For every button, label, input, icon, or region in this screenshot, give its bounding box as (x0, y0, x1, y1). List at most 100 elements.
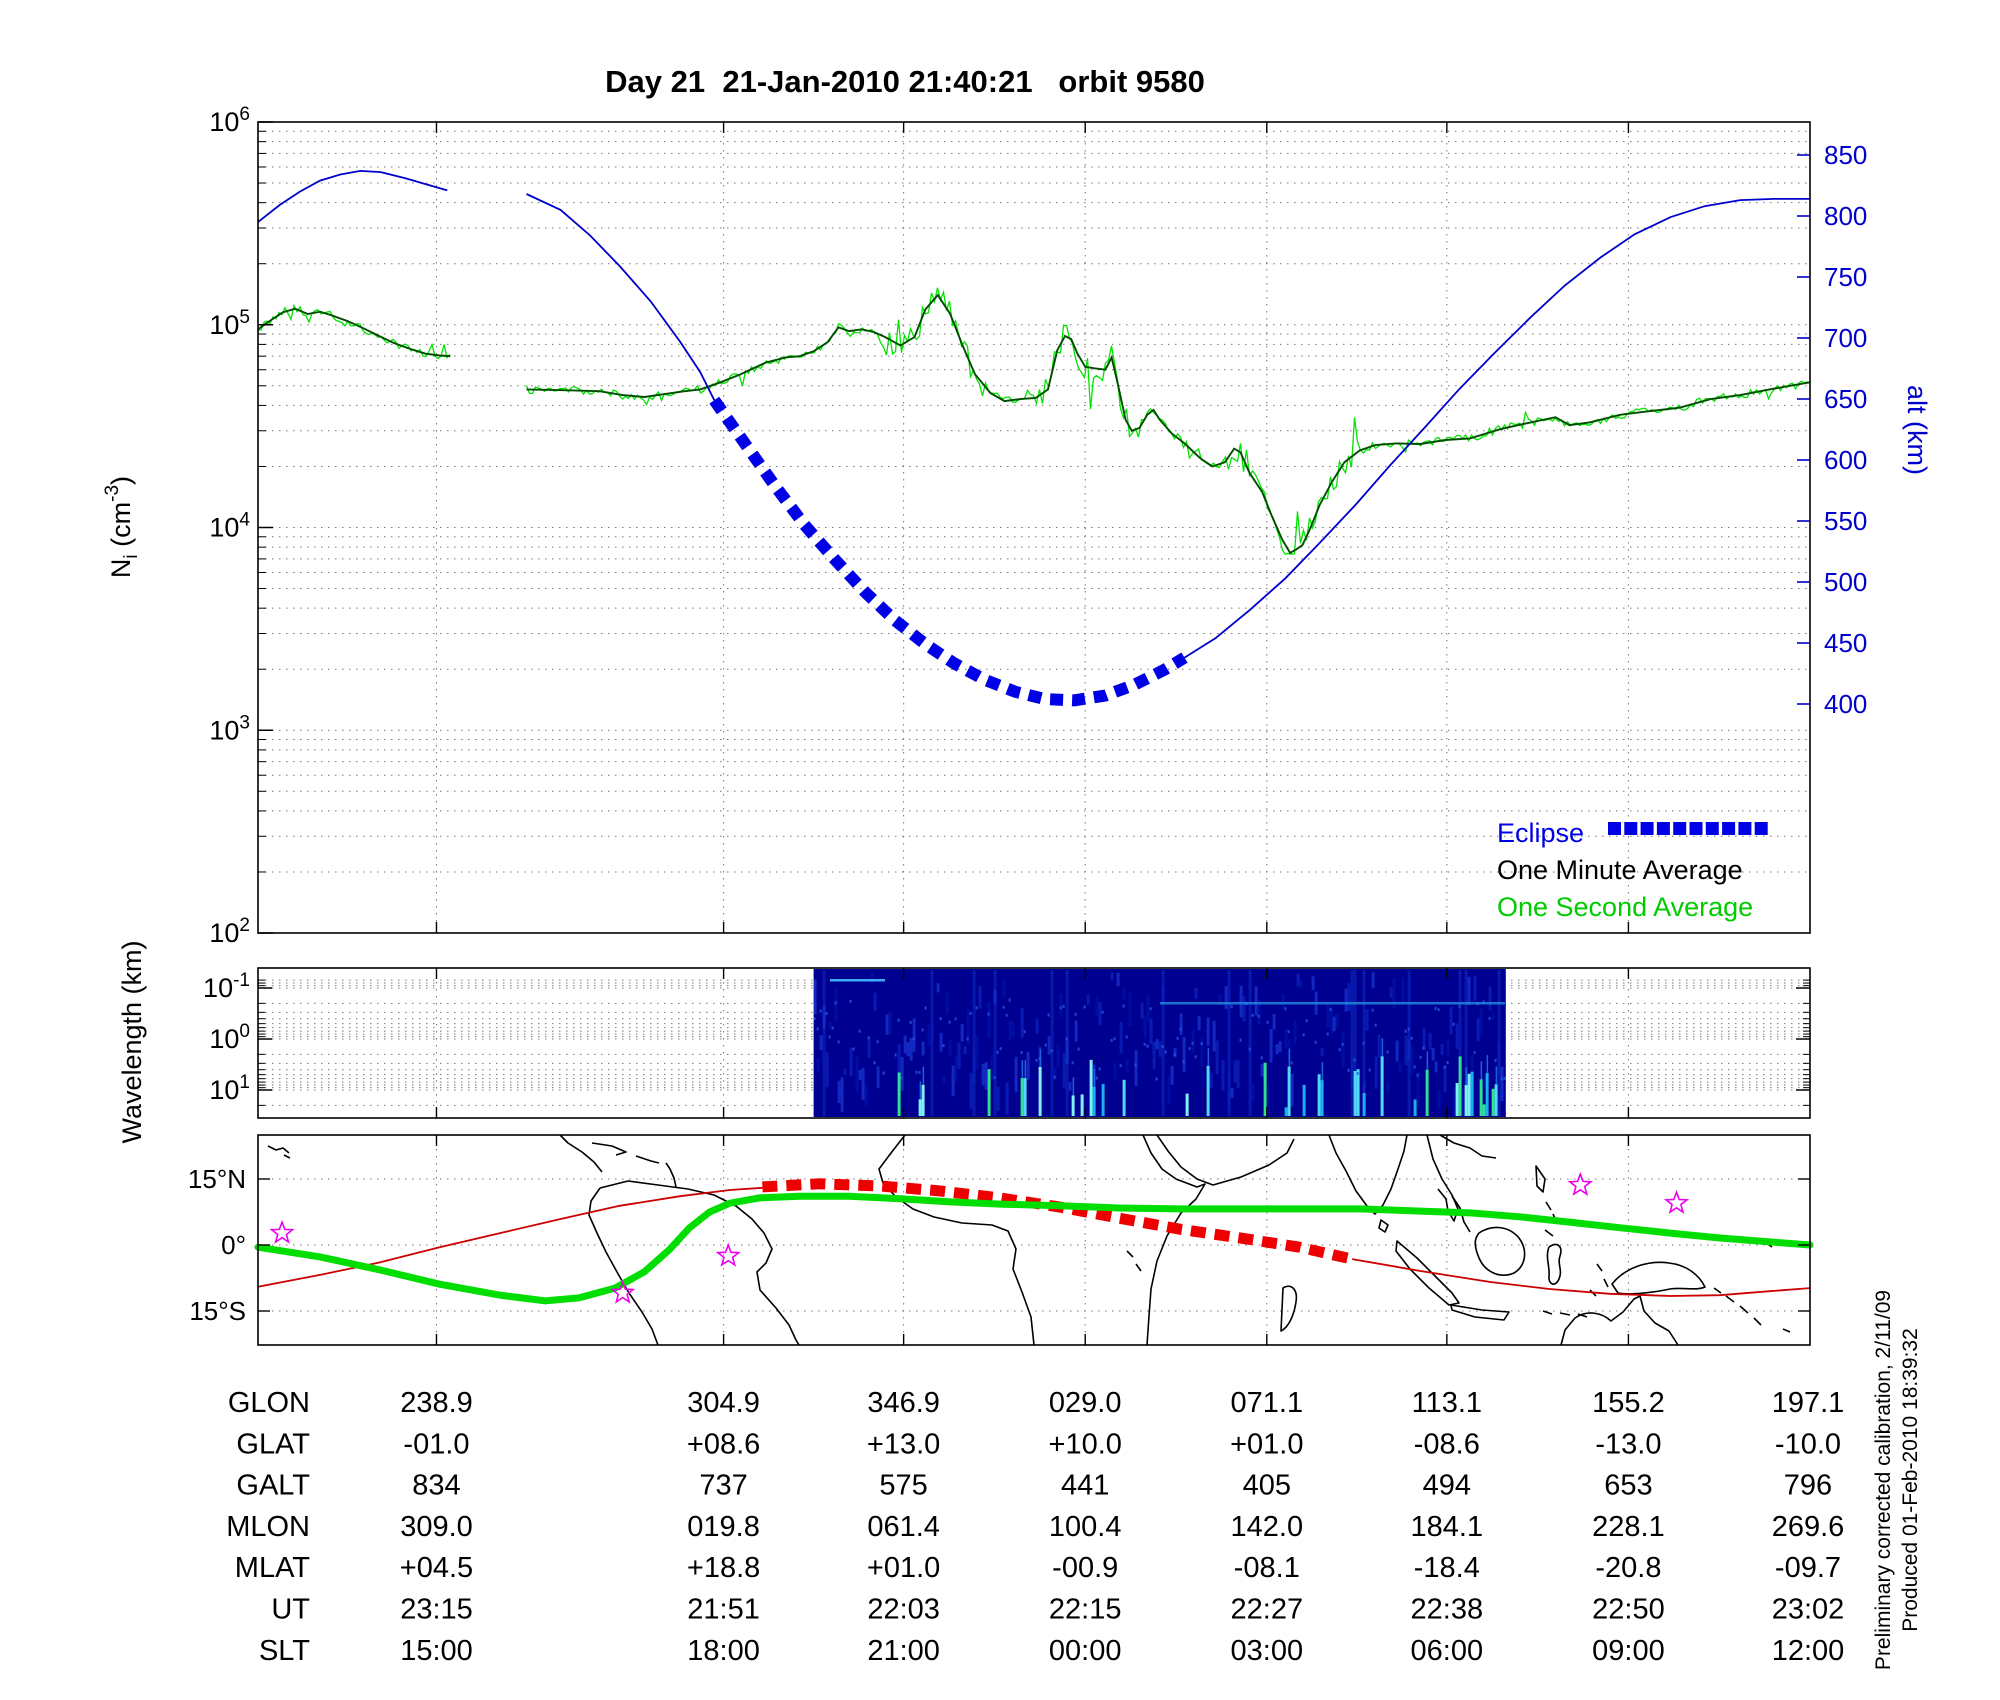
spectrogram-streak (1167, 1076, 1171, 1105)
spectrogram-streak (1047, 1036, 1051, 1055)
spectrogram-streak (1257, 999, 1261, 1025)
spectrogram-speckle (1437, 1008, 1440, 1012)
table-cell: -08.1 (1234, 1552, 1300, 1584)
table-cell: 21:51 (687, 1594, 760, 1626)
spectrogram-streak (1140, 1002, 1144, 1020)
spectrogram-streak (1212, 1020, 1216, 1052)
spectrogram-streak (1500, 1066, 1504, 1102)
spectrogram-streak (1254, 986, 1258, 1016)
table-row-label: GLON (228, 1387, 310, 1419)
wavelength-tick-label: 101 (209, 1072, 250, 1105)
table-cell: -00.9 (1052, 1552, 1118, 1584)
spectrogram-streak (966, 1009, 970, 1045)
star-marker (610, 1279, 636, 1304)
coastline-path (588, 1187, 659, 1346)
spectrogram-streak (1374, 1056, 1378, 1089)
spectrogram-speckle (993, 1076, 996, 1080)
table-cell: +10.0 (1049, 1428, 1122, 1460)
spectrogram-speckle (912, 1037, 915, 1041)
legend-one-second-label: One Second Average (1497, 892, 1753, 922)
map-lat-label-15s: 15°S (189, 1296, 246, 1326)
spectrogram-speckle (1458, 1004, 1461, 1008)
spectrogram-speckle (831, 1026, 834, 1030)
table-cell: +13.0 (867, 1428, 940, 1460)
spectrogram-bright-streak (1321, 1062, 1324, 1081)
spectrogram-bright-streak (1317, 1074, 1321, 1116)
coastline-path (1450, 1304, 1510, 1321)
calibration-note: Preliminary corrected calibration, 2/11/… (1872, 1290, 1895, 1670)
spectrogram-streak (1398, 1062, 1402, 1073)
spectrogram-wash (1458, 970, 1462, 1116)
spectrogram-streak (1455, 1023, 1459, 1049)
spectrogram-speckle (966, 1037, 969, 1041)
spectrogram-bright-streak (1480, 1061, 1483, 1080)
legend-dash-square (1640, 822, 1654, 835)
spectrogram-streak (1134, 1050, 1138, 1087)
spectrogram-speckle (1410, 1036, 1413, 1040)
table-cell: -08.6 (1414, 1428, 1480, 1460)
altitude-eclipse-dashed (709, 396, 1188, 707)
legend-dash-square (1656, 822, 1670, 835)
spectrogram-streak (1335, 1014, 1339, 1028)
spectrogram-speckle (1416, 1073, 1419, 1077)
spectrogram-speckle (1386, 1050, 1389, 1054)
spectrogram-speckle (867, 1036, 870, 1040)
spectrogram-streak (1377, 1035, 1381, 1058)
wavelength-tick-label: 10-1 (203, 970, 250, 1003)
spectrogram-speckle (873, 1061, 876, 1065)
spectrogram-speckle (1098, 1067, 1101, 1071)
spectrogram-speckle (1134, 1063, 1137, 1067)
spectrogram-streak (1011, 1022, 1015, 1038)
spectrogram-streak (1452, 1087, 1456, 1116)
spectrogram-streak (1152, 1041, 1156, 1070)
table-cell: 142.0 (1231, 1511, 1304, 1543)
spectrogram-wash (993, 970, 997, 1116)
spectrogram-streak (1266, 1086, 1270, 1115)
spectrogram-speckle (1149, 1007, 1152, 1011)
spectrogram-streak (1179, 1013, 1183, 1035)
spectrogram-streak (1236, 1059, 1240, 1089)
spectrogram-streak (1197, 1016, 1201, 1031)
table-cell: +01.0 (867, 1552, 940, 1584)
spectrogram-speckle (1194, 1055, 1197, 1059)
table-cell: 12:00 (1772, 1635, 1845, 1667)
table-cell: 737 (699, 1470, 747, 1502)
coastline-path (1603, 1278, 1609, 1288)
star-marker (1567, 1171, 1593, 1196)
spectrogram-streak (1296, 973, 1300, 987)
spectrogram-speckle (939, 1017, 942, 1021)
spectrogram-speckle (1122, 1004, 1125, 1008)
spectrogram-speckle (813, 1017, 816, 1021)
spectrogram-speckle (828, 1035, 831, 1039)
spectrogram-speckle (1113, 1037, 1116, 1041)
coastline-path (665, 1162, 677, 1188)
table-row-label: SLT (259, 1635, 310, 1667)
spectrogram-streak (1446, 1038, 1450, 1057)
spectrogram-speckle (1005, 1013, 1008, 1017)
spectrogram-bright-streak (1020, 1078, 1024, 1116)
spectrogram-streak (1449, 1006, 1453, 1035)
legend-dash-square (1608, 822, 1621, 835)
spectrogram-streak (981, 1063, 985, 1086)
spectrogram-speckle (1035, 1058, 1038, 1062)
spectrogram-bright-streak (1495, 1066, 1498, 1085)
spectrogram-streak (1410, 1045, 1414, 1074)
spectrogram-bright-streak (1207, 1047, 1210, 1066)
table-cell: 834 (412, 1470, 460, 1502)
table-cell: +04.5 (400, 1552, 473, 1584)
spectrogram-streak (1386, 1084, 1390, 1093)
table-cell: -10.0 (1775, 1428, 1841, 1460)
table-cell: 00:00 (1049, 1635, 1122, 1667)
altitude-line (1184, 197, 1810, 659)
spectrogram-panel: 10-1 100 101 (203, 967, 1811, 1119)
spectrogram-bright-streak (919, 1081, 922, 1100)
coastline-path (1713, 1287, 1722, 1294)
spectrogram-speckle (1287, 1030, 1290, 1034)
spectrogram-bright-streak (1494, 1084, 1498, 1116)
spectrogram-streak (1194, 987, 1198, 1000)
spectrogram-bright-streak (987, 1069, 991, 1116)
spectrogram-wash (1161, 970, 1165, 1116)
spectrogram-speckle (1179, 1027, 1182, 1031)
coastline-path (1474, 1226, 1526, 1276)
table-cell: 071.1 (1231, 1387, 1304, 1419)
